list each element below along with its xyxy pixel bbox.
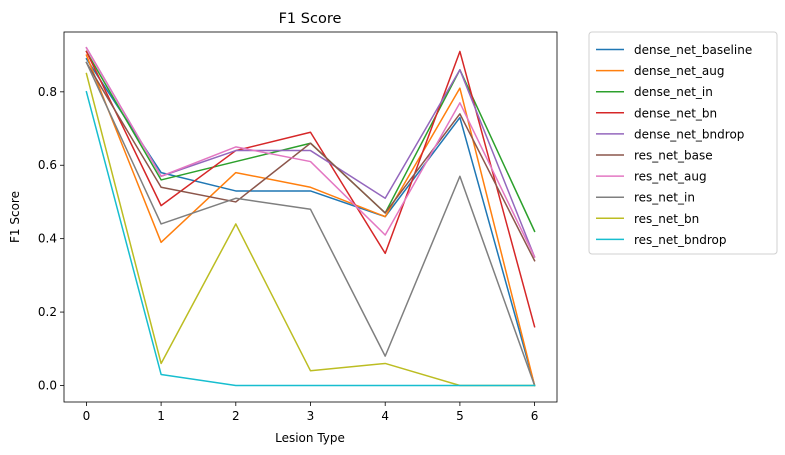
y-tick-label: 0.2 (38, 305, 57, 319)
legend-label: dense_net_bndrop (634, 127, 744, 141)
legend-label: dense_net_in (634, 85, 713, 99)
legend: dense_net_baseline dense_net_aug dense_net… (588, 31, 778, 255)
legend-label: res_net_aug (634, 170, 707, 184)
legend-label: res_net_bn (634, 212, 699, 226)
y-tick-label: 0.4 (38, 232, 57, 246)
legend-label: res_net_bndrop (634, 233, 726, 247)
series-line-res-net-base (85, 61, 536, 262)
x-tick-label: 4 (381, 409, 389, 423)
legend-label: dense_net_bn (634, 106, 717, 120)
x-tick-label: 2 (232, 409, 240, 423)
x-axis: 0 1 2 3 4 5 6 (83, 402, 539, 423)
y-tick-label: 0.8 (38, 85, 57, 99)
legend-label: res_net_base (634, 149, 713, 163)
legend-box (588, 31, 778, 255)
y-axis-label: F1 Score (8, 191, 22, 243)
y-tick-label: 0.6 (38, 158, 57, 172)
x-tick-label: 6 (531, 409, 539, 423)
series-line-dense-net-bn (85, 50, 536, 328)
x-tick-label: 5 (456, 409, 464, 423)
legend-label: dense_net_aug (634, 64, 725, 78)
series-line-res-net-bndrop (85, 90, 536, 387)
legend-label: res_net_in (634, 191, 695, 205)
y-tick-label: 0.0 (38, 378, 57, 392)
y-axis: 0.0 0.2 0.4 0.6 0.8 (38, 85, 64, 392)
series-line-res-net-aug (85, 46, 536, 259)
x-axis-label: Lesion Type (275, 431, 345, 445)
legend-label: dense_net_baseline (634, 43, 752, 57)
plot-frame (63, 31, 558, 403)
plot-lines (85, 46, 536, 387)
series-line-dense-net-baseline (85, 57, 536, 387)
x-tick-label: 1 (157, 409, 165, 423)
series-line-dense-net-aug (85, 54, 536, 387)
chart-title: F1 Score (279, 11, 342, 27)
x-tick-label: 0 (83, 409, 91, 423)
series-line-res-net-in (85, 61, 536, 387)
x-tick-label: 3 (307, 409, 315, 423)
